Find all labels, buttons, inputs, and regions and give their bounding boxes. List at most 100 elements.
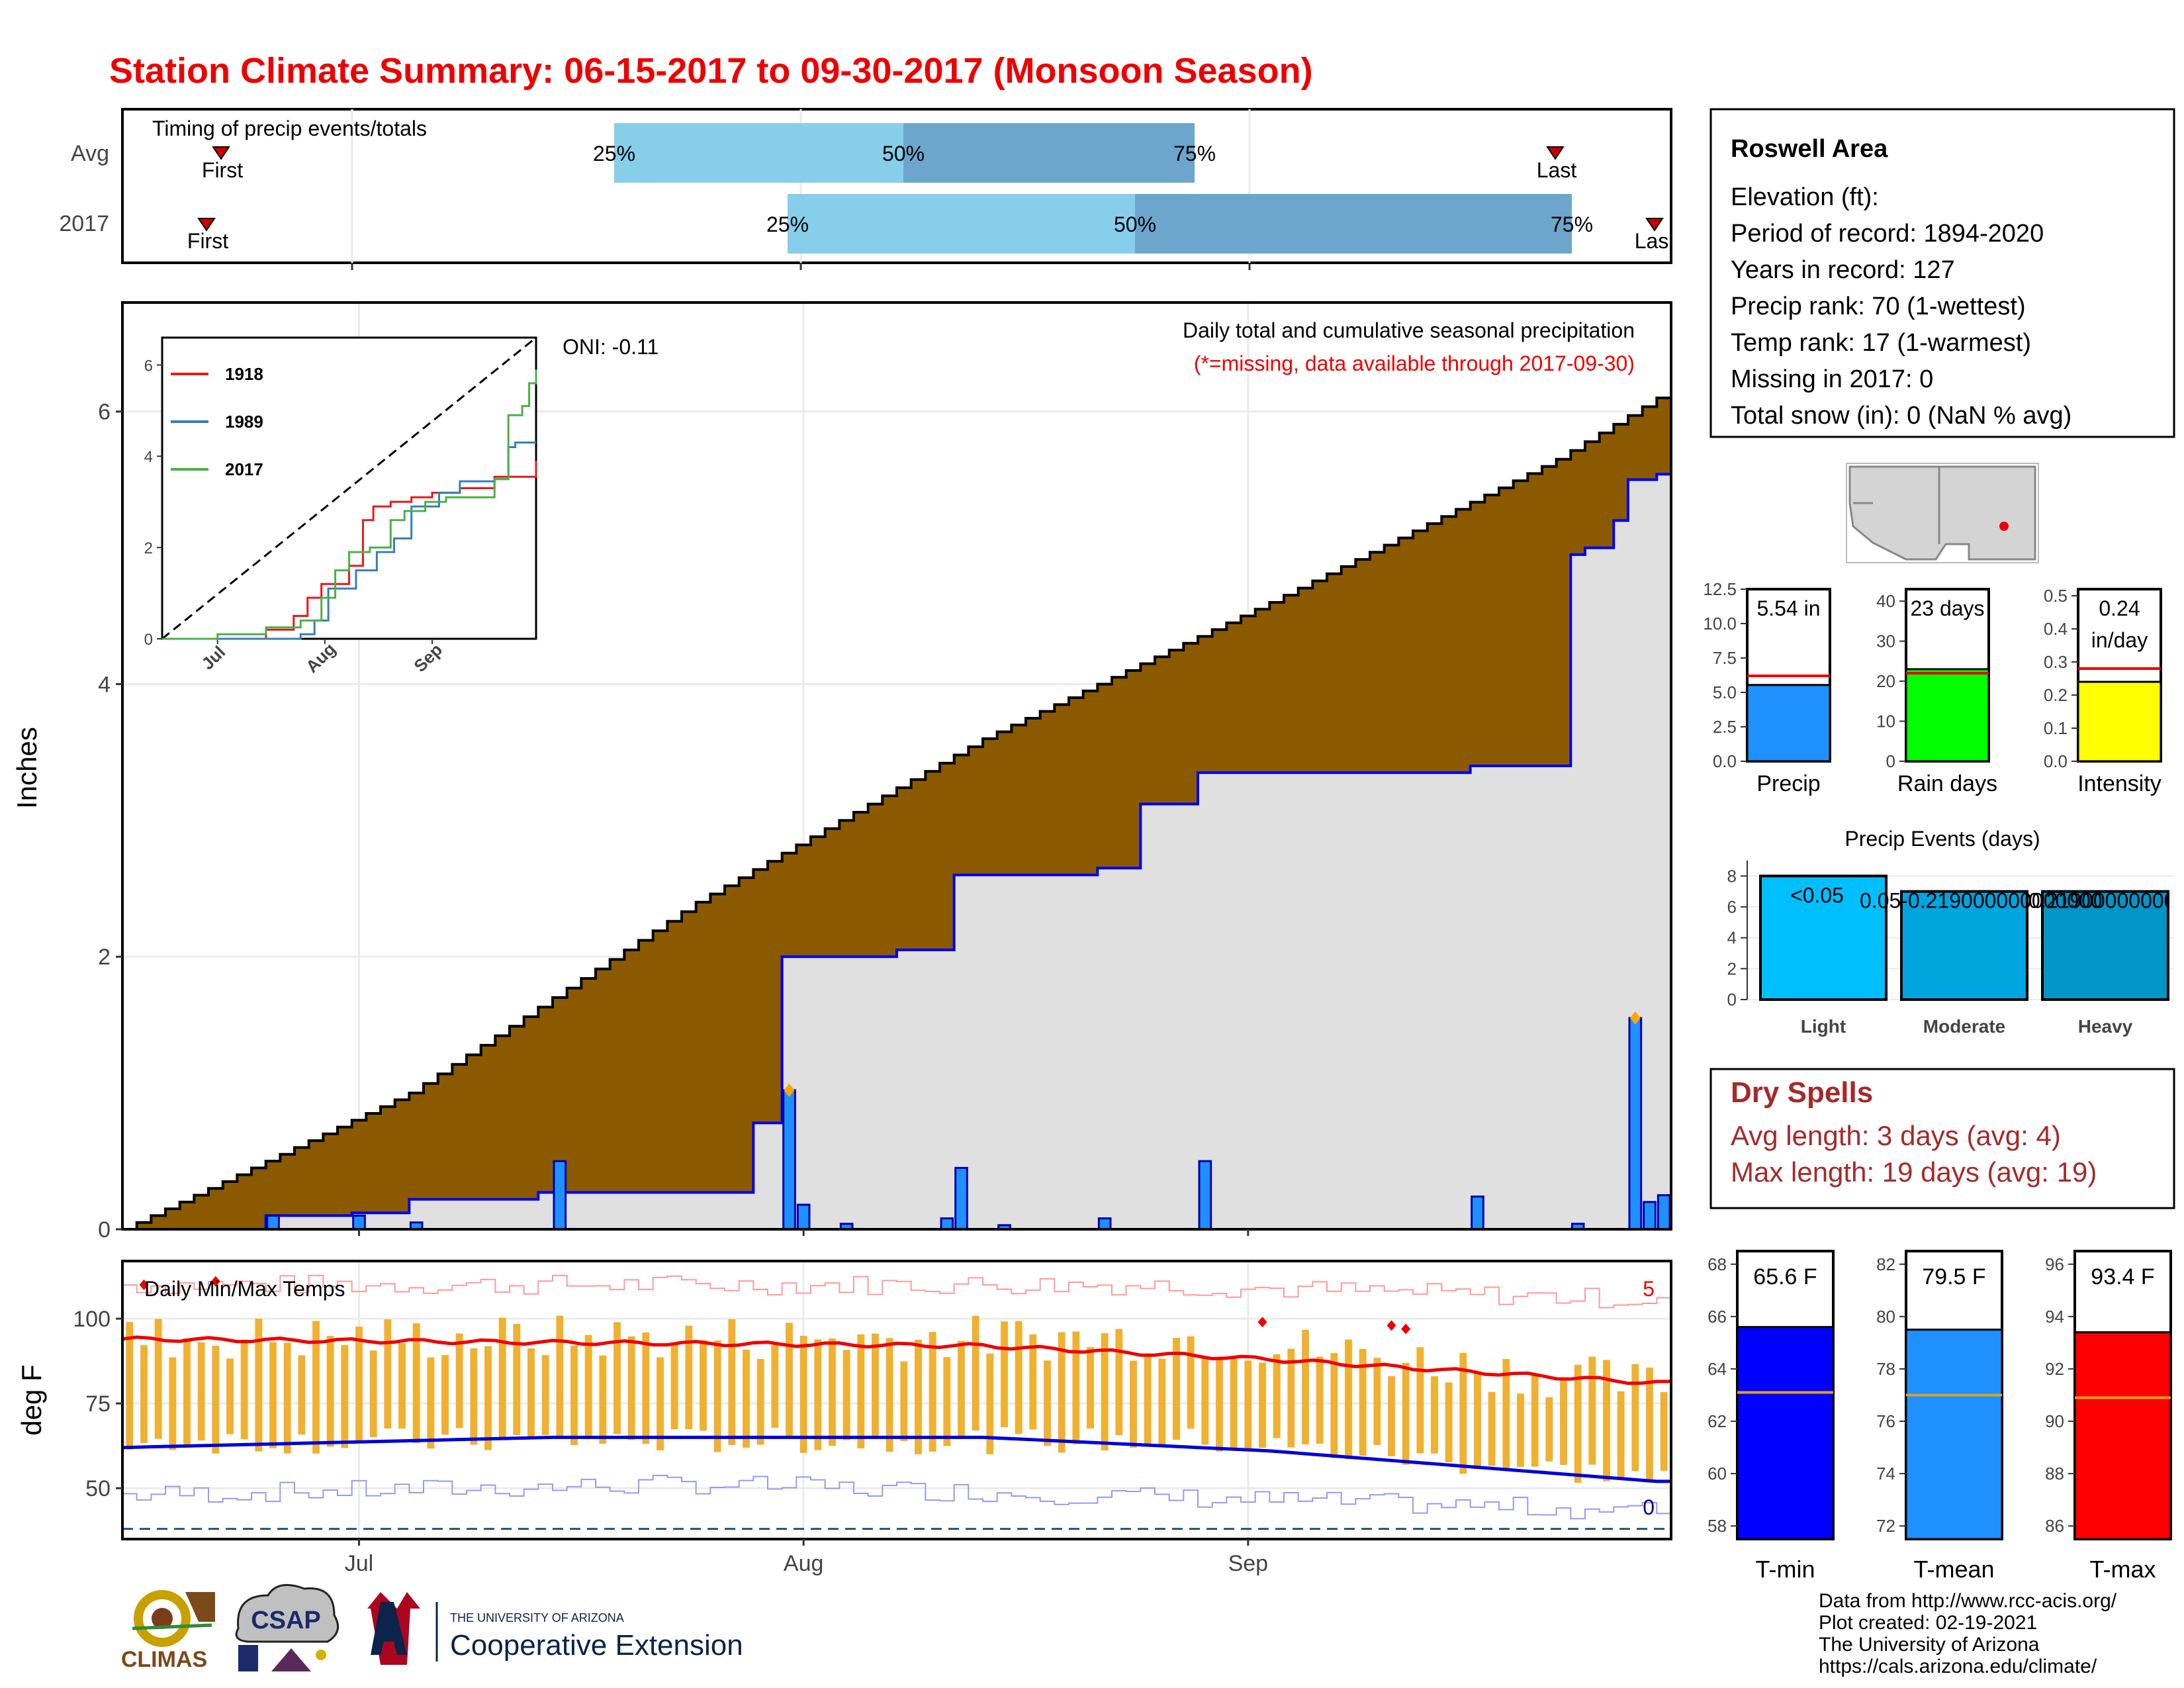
daily-temp-bar (1517, 1393, 1524, 1468)
daily-temp-bar (1273, 1354, 1281, 1438)
footer: Data from http://www.rcc-acis.org/Plot c… (113, 1583, 2117, 1677)
locator-map (1846, 463, 2039, 563)
temp-bar-ytick-label: 78 (1876, 1359, 1895, 1379)
daily-temp-bar (169, 1357, 177, 1450)
daily-temp-bar (1631, 1364, 1639, 1472)
ua-logo-small-text: THE UNIVERSITY OF ARIZONA (450, 1611, 624, 1624)
daily-temp-bar (126, 1322, 134, 1450)
daily-temp-bar (570, 1345, 578, 1446)
station-info-box: Roswell Area Elevation (ft): Period of re… (1709, 108, 2175, 438)
main-ytick-label: 2 (98, 945, 111, 970)
daily-temp-bar (814, 1339, 822, 1450)
daily-temp-bar (1101, 1333, 1109, 1451)
mini-bar-ytick-label: 0.3 (2044, 652, 2068, 672)
main-ytick-label: 0 (98, 1217, 111, 1243)
temp-bar-ytick-label: 80 (1876, 1307, 1895, 1327)
temp-bar-ytick-label: 72 (1876, 1516, 1895, 1536)
daily-temp-bar (713, 1340, 721, 1452)
info-line: Period of record: 1894-2020 (1731, 220, 2044, 248)
daily-temp-bar (1015, 1321, 1023, 1434)
csap-logo-text: CSAP (251, 1607, 321, 1634)
mini-bar-value: 0.24 (2099, 596, 2140, 620)
main-ylabel: Inches (11, 727, 42, 809)
record-high-line (122, 1274, 1671, 1309)
daily-temp-bar (1259, 1362, 1266, 1448)
cumulative-2017-line (122, 473, 1671, 1231)
temp-bar-ytick-label: 66 (1707, 1307, 1727, 1327)
daily-temp-bar (398, 1343, 406, 1429)
daily-temp-bar (685, 1325, 693, 1430)
footer-line: The University of Arizona (1819, 1634, 2040, 1656)
temp-bar-value: 79.5 F (1922, 1264, 1985, 1289)
daily-temp-bar (872, 1333, 879, 1436)
avg-p50-label: 50% (882, 142, 925, 165)
daily-temp-bar (584, 1335, 592, 1439)
record-marker-icon (1387, 1320, 1396, 1331)
temp-bar-ytick-label: 74 (1876, 1464, 1895, 1483)
season-2017-area (122, 474, 1671, 1229)
event-category-label: Heavy (2078, 1016, 2133, 1037)
daily-temp-bar (226, 1358, 234, 1434)
daily-temp-bar (972, 1315, 979, 1431)
daily-temp-bar (1058, 1332, 1066, 1453)
daily-temp-bar (1603, 1360, 1610, 1481)
daily-temp-bar (527, 1348, 535, 1438)
events-ytick-label: 6 (1727, 897, 1737, 917)
yr-p25-label: 25% (766, 212, 809, 236)
daily-temp-bar (1087, 1347, 1094, 1429)
daily-temp-bar (1216, 1359, 1223, 1452)
footer-line: https://cals.arizona.edu/climate/ (1819, 1656, 2097, 1677)
inset-ytick-label: 6 (144, 357, 153, 375)
daily-temp-bar (1130, 1360, 1137, 1448)
event-value-label: <0.05 (1790, 883, 1844, 907)
main-ytick-label: 4 (98, 672, 111, 697)
daily-temp-bar (670, 1343, 678, 1430)
daily-precip-bar (1657, 1194, 1671, 1231)
avg-first-label: First (202, 158, 243, 182)
max-marker-icon (1629, 1011, 1641, 1025)
daily-temp-bar (255, 1319, 263, 1452)
mini-bar-ytick-label: 40 (1876, 591, 1895, 611)
daily-temp-bar (829, 1338, 836, 1446)
daily-temp-bar (1345, 1339, 1352, 1460)
timing-label: Timing of precip events/totals (152, 117, 427, 140)
csap-logo: CSAP (235, 1583, 340, 1671)
daily-temp-bar (1330, 1353, 1338, 1458)
temp-bar-label: T-min (1756, 1556, 1815, 1583)
daily-temp-bar (842, 1350, 850, 1440)
daily-temp-bar (1445, 1382, 1453, 1462)
inset-ytick-label: 4 (144, 448, 153, 466)
main-ytick-label: 6 (98, 400, 111, 425)
inset-ytick-label: 0 (144, 631, 153, 649)
dry-spells-title: Dry Spells (1731, 1076, 1873, 1109)
footer-line: Plot created: 02-19-2021 (1819, 1612, 2037, 1634)
yr-first-label: First (187, 229, 228, 253)
daily-temp-bar (1230, 1357, 1238, 1448)
daily-temp-bar (1574, 1364, 1582, 1483)
info-line: Precip rank: 70 (1-wettest) (1731, 293, 2026, 320)
footer-line: Data from http://www.rcc-acis.org/ (1819, 1590, 2117, 1612)
station-location-icon (1999, 522, 2009, 531)
mini-bar-ytick-label: 0 (1886, 751, 1895, 771)
daily-temp-bar (140, 1344, 148, 1443)
mini-bar-label: Precip (1756, 771, 1820, 796)
daily-precip-bar (352, 1214, 366, 1231)
daily-temp-bar (1316, 1356, 1324, 1444)
temp-bar-value: 93.4 F (2091, 1264, 2154, 1289)
daily-temp-bar (1359, 1348, 1367, 1456)
daily-temp-bar (1244, 1360, 1252, 1449)
timing-row-avg-label: Avg (71, 141, 109, 166)
ua-logo-big-text: Cooperative Extension (450, 1629, 743, 1662)
record-marker-icon (210, 1276, 220, 1287)
daily-temp-bar (484, 1346, 492, 1450)
mini-bar-value-unit: in/day (2091, 628, 2148, 652)
event-category-label: Moderate (1923, 1016, 2005, 1037)
daily-temp-bar (441, 1354, 449, 1435)
max-marker-icon (784, 1084, 795, 1097)
daily-temp-bar (1459, 1352, 1467, 1474)
daily-temp-bar (427, 1357, 435, 1449)
record-marker-icon (1257, 1317, 1267, 1328)
inset-ytick-label: 2 (144, 539, 153, 557)
temp-panel-title: Daily Min/Max Temps (144, 1277, 345, 1301)
